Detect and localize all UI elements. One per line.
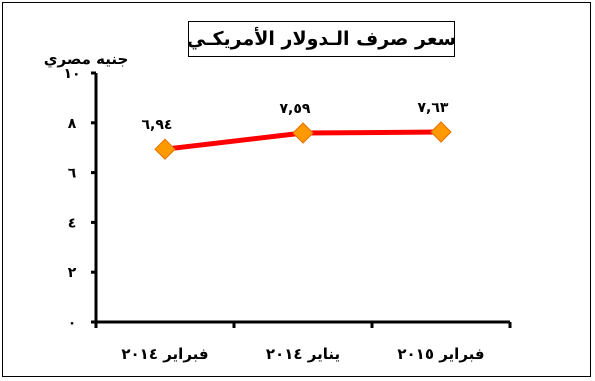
y-axis-label: جنيه مصري [44,50,129,69]
y-tick-label: ٢ [68,265,77,281]
y-tick-label: ٨ [68,116,77,132]
data-label: ٧,٦٣ [418,100,449,116]
data-point-marker [430,121,452,143]
x-tick-label: فبراير ٢٠١٤ [121,345,208,363]
y-tick-label: ٤ [68,215,77,231]
x-tick-label: فبراير ٢٠١٥ [397,345,484,363]
y-tick-label: ١٠ [63,66,80,82]
chart-frame [2,2,591,377]
chart-title: سعر صرف الـدولار الأمريكـي [186,28,457,50]
chart-title-box: سعر صرف الـدولار الأمريكـي [186,21,457,57]
x-tick-label: يناير ٢٠١٤ [266,345,340,363]
y-tick-label: ٠ [68,315,77,331]
data-point-marker [292,122,314,144]
data-point-marker [154,138,176,160]
data-label: ٧,٥٩ [280,101,311,117]
data-label: ٦,٩٤ [142,117,173,133]
y-tick-label: ٦ [68,166,77,182]
